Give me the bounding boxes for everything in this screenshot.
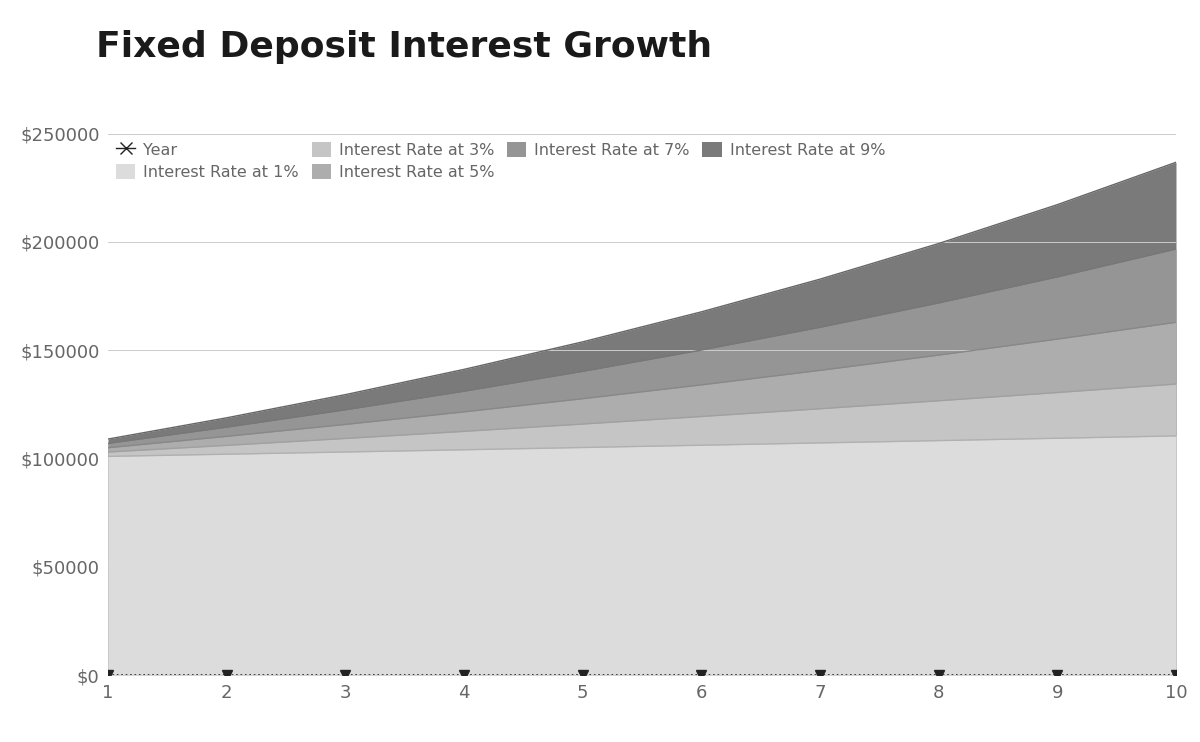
Text: Fixed Deposit Interest Growth: Fixed Deposit Interest Growth: [96, 30, 712, 64]
Legend: Year, Interest Rate at 1%, Interest Rate at 3%, Interest Rate at 5%, Interest Ra: Year, Interest Rate at 1%, Interest Rate…: [116, 142, 886, 180]
